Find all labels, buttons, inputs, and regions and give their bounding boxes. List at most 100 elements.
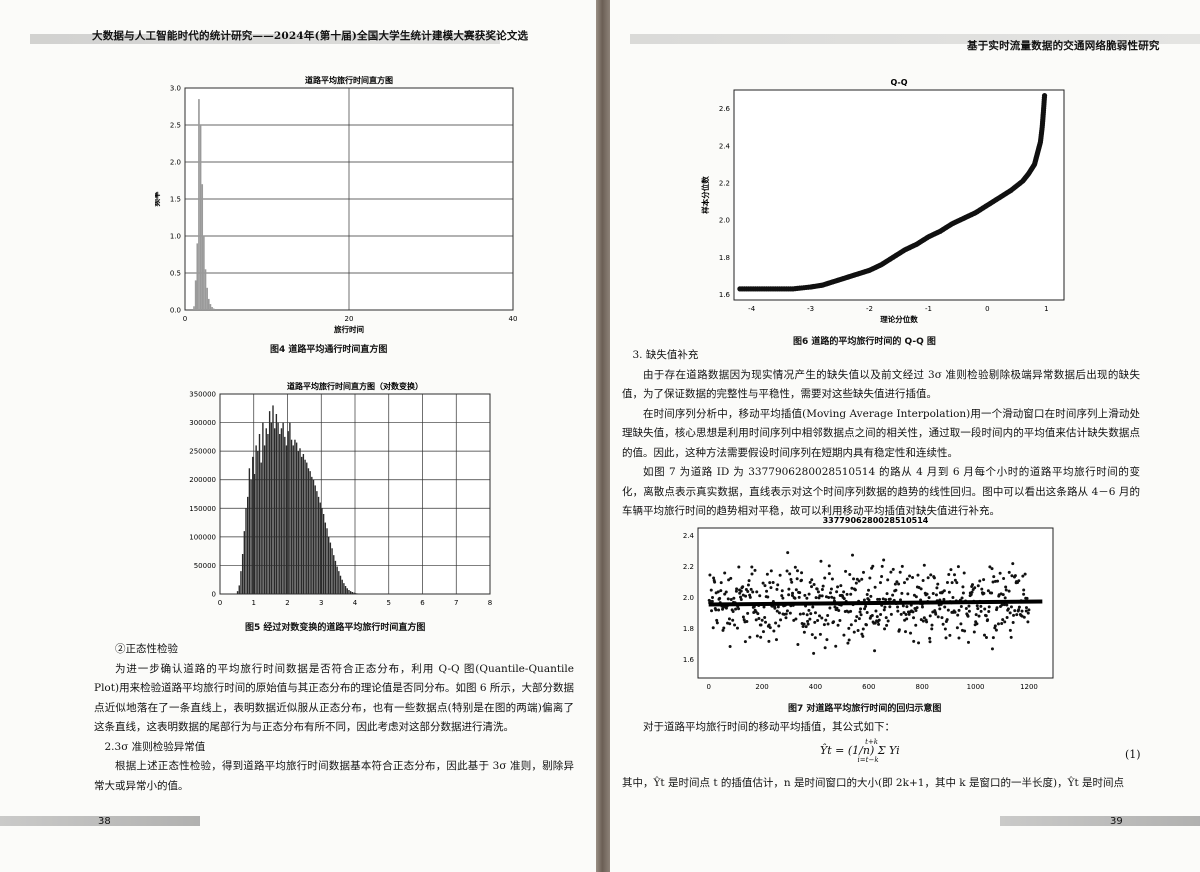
chart-title: 3377906280028510514 — [823, 516, 929, 525]
data-point — [898, 570, 902, 574]
data-point — [1002, 603, 1006, 607]
data-point — [932, 576, 936, 580]
data-point — [710, 609, 714, 613]
x-tick-label: 40 — [509, 315, 518, 323]
histogram-bar — [196, 243, 199, 310]
data-point — [1021, 574, 1025, 578]
data-point — [1013, 574, 1017, 578]
data-point — [727, 617, 731, 621]
histogram-bar — [319, 502, 321, 594]
data-point — [827, 572, 831, 576]
data-point — [990, 567, 994, 571]
data-point — [755, 634, 759, 638]
histogram-bar — [333, 555, 335, 594]
histogram-bar — [353, 592, 355, 594]
data-point — [823, 646, 827, 650]
y-axis-label: 频率 — [155, 191, 161, 206]
x-tick-label: -1 — [925, 305, 932, 313]
histogram-bar — [211, 307, 213, 310]
data-point — [795, 569, 799, 573]
data-point — [842, 590, 846, 594]
histogram-bar — [336, 566, 338, 594]
y-tick-label: 2.6 — [719, 105, 731, 113]
x-tick-label: -4 — [748, 305, 756, 313]
data-point — [998, 571, 1002, 575]
data-point — [749, 587, 753, 591]
data-point — [975, 604, 979, 608]
heading-3sigma: 2.3σ 准则检验异常值 — [104, 740, 206, 753]
histogram-bar — [255, 445, 257, 594]
data-point — [735, 587, 739, 591]
histogram-bar — [267, 434, 269, 594]
data-point — [1026, 620, 1030, 624]
data-point — [935, 586, 939, 590]
data-point — [852, 577, 856, 581]
data-point — [780, 589, 784, 593]
data-point — [774, 638, 778, 642]
data-point — [839, 584, 843, 588]
data-point — [867, 598, 871, 602]
data-point — [784, 616, 788, 620]
data-point — [888, 605, 892, 609]
data-point — [723, 571, 727, 575]
histogram-bar — [322, 514, 325, 594]
data-point — [1013, 609, 1017, 613]
formula-intro: 对于道路平均旅行时间的移动平均插值，其公式如下： — [622, 718, 1140, 738]
data-point — [1020, 614, 1024, 618]
data-point — [972, 630, 976, 634]
data-point — [808, 580, 812, 584]
histogram-bar — [284, 436, 286, 594]
data-point — [834, 644, 838, 648]
histogram-bar — [265, 428, 267, 594]
data-point — [791, 591, 795, 595]
histogram-bar — [206, 287, 208, 310]
data-point — [974, 613, 978, 617]
data-point — [759, 635, 763, 639]
fig4-histogram: 0 20 40 0.0 0.5 1.0 1.5 2.0 2.5 3.0 道路平均旅行时间直方图旅行时… — [155, 75, 518, 334]
histogram-bar — [355, 593, 357, 594]
data-point — [741, 615, 745, 619]
paragraph: 在时间序列分析中，移动平均插值(Moving Average Interpola… — [622, 407, 1140, 459]
data-point — [1017, 579, 1021, 583]
data-point — [909, 631, 913, 635]
data-point — [751, 590, 755, 594]
data-point — [956, 565, 960, 569]
last-line: 其中，Ŷt 是时间点 t 的插值估计，n 是时间窗口的大小(即 2k+1，其中 … — [622, 774, 1162, 794]
data-point — [1000, 603, 1004, 607]
data-point — [883, 605, 887, 609]
data-point — [1022, 592, 1026, 596]
y-tick-label: 2.2 — [683, 563, 694, 571]
data-point — [793, 565, 797, 569]
data-point — [785, 609, 789, 613]
histogram-bar — [209, 304, 212, 310]
histogram-bar — [326, 528, 328, 594]
histogram-bar — [349, 591, 352, 594]
x-tick-label: 1200 — [1020, 683, 1038, 691]
data-point — [986, 618, 990, 622]
page-number: 39 — [1110, 816, 1123, 827]
data-point — [767, 623, 771, 627]
data-point — [886, 619, 890, 623]
data-point — [941, 622, 945, 626]
data-point — [710, 599, 714, 603]
paragraph: 如图 7 为道路 ID 为 3377906280028510514 的路从 4 … — [622, 466, 1140, 517]
histogram-bar — [287, 431, 289, 594]
histogram-bar — [207, 298, 210, 310]
data-point — [979, 609, 983, 613]
data-point — [1010, 574, 1014, 578]
data-point — [806, 619, 810, 623]
data-point — [772, 629, 776, 633]
data-point — [849, 592, 853, 596]
histogram-bar — [203, 236, 205, 310]
x-tick-label: 7 — [454, 599, 458, 607]
data-point — [898, 598, 902, 602]
data-point — [804, 625, 808, 629]
data-point — [878, 581, 882, 585]
x-tick-label: 1 — [252, 599, 256, 607]
data-point — [905, 617, 909, 621]
data-point — [1003, 596, 1007, 600]
data-point — [849, 609, 853, 613]
data-point — [1001, 593, 1005, 597]
formula-number: (1) — [1125, 748, 1141, 761]
data-point — [1004, 585, 1008, 589]
